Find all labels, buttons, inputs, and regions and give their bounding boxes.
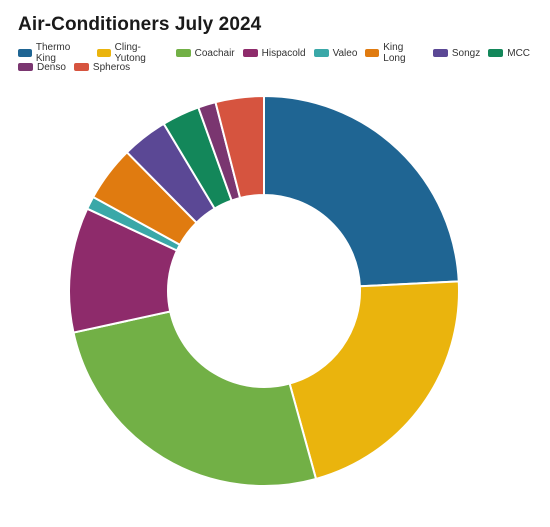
legend-item[interactable]: Valeo: [313, 47, 358, 59]
legend-item[interactable]: Hispacold: [242, 47, 306, 59]
legend-item[interactable]: Thermo King: [18, 42, 89, 64]
legend-label: King Long: [383, 42, 406, 64]
chart-title: Air-Conditioners July 2024: [18, 14, 262, 35]
legend-item[interactable]: Songz: [432, 47, 481, 59]
legend: Thermo King Cling-Yutong Coachair Hispacold…: [18, 42, 538, 74]
legend-swatch: [432, 49, 448, 57]
legend-swatch: [73, 63, 89, 71]
donut-slice-spheros[interactable]: [214, 94, 265, 200]
legend-item[interactable]: MCC: [488, 48, 530, 59]
legend-swatch: [96, 49, 111, 57]
legend-item[interactable]: Denso: [18, 62, 66, 73]
legend-row-2: Denso Spheros: [18, 60, 538, 74]
legend-label: Thermo King: [35, 42, 71, 64]
legend-swatch: [175, 49, 191, 57]
legend-label: Songz: [451, 47, 481, 59]
legend-item[interactable]: King Long: [365, 42, 424, 64]
legend-label: MCC: [507, 47, 531, 59]
legend-label: Hispacold: [261, 47, 306, 59]
legend-swatch: [18, 49, 32, 57]
donut-slice-coachair[interactable]: [72, 310, 318, 487]
legend-row-1: Thermo King Cling-Yutong Coachair Hispacold…: [18, 42, 538, 64]
legend-label: Coachair: [194, 47, 235, 59]
legend-swatch: [488, 49, 504, 57]
legend-swatch: [18, 63, 33, 71]
legend-label: Valeo: [332, 47, 358, 59]
donut-slice-cling-yutong[interactable]: [288, 280, 460, 481]
legend-item[interactable]: Coachair: [175, 47, 235, 59]
legend-label: Cling-Yutong: [114, 42, 146, 64]
legend-label: Denso: [37, 61, 66, 73]
donut-slice-thermo-king[interactable]: [263, 94, 460, 288]
legend-swatch: [313, 49, 329, 57]
legend-swatch: [242, 49, 258, 57]
legend-item[interactable]: Cling-Yutong: [96, 42, 168, 64]
legend-item[interactable]: Spheros: [73, 61, 131, 73]
legend-swatch: [365, 49, 380, 57]
legend-label: Spheros: [92, 61, 131, 73]
